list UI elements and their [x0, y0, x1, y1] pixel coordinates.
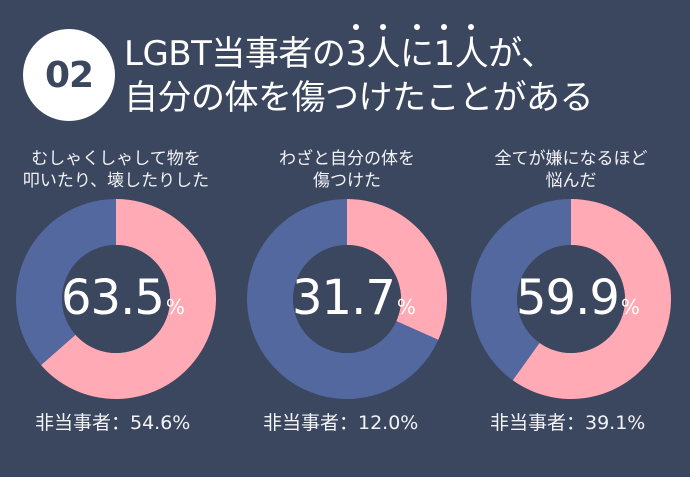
donut-center-value-2: 31.7% — [292, 270, 416, 334]
question-line: 全てが嫌になるほど — [494, 149, 648, 169]
title-line-1-suffix: が、 — [488, 34, 555, 74]
donut-chart-3 — [470, 199, 671, 399]
title-emphasis-char: 人 — [454, 24, 489, 74]
question-text: わざと自分の体を 傷つけた — [232, 148, 462, 192]
value-number: 59.9 — [516, 270, 620, 326]
chart-question-3: 全てが嫌になるほど 悩んだ — [456, 148, 686, 192]
section-number-badge: 02 — [23, 29, 115, 121]
title-emphasis-char: 3 — [345, 24, 367, 74]
page-title: LGBT当事者の3人に1人が、 自分の体を傷つけたことがある — [124, 24, 594, 120]
donut-slice-remainder — [16, 199, 116, 366]
title-emphasis-char: 1 — [433, 24, 455, 74]
value-unit: % — [165, 295, 185, 319]
title-emphasis-char: 人 — [366, 24, 401, 74]
non-lgbt-comparison-2: 非当事者：12.0% — [263, 412, 419, 434]
question-line: 悩んだ — [545, 171, 597, 191]
non-lgbt-comparison-3: 非当事者：39.1% — [490, 412, 646, 434]
donut-slice-primary — [347, 199, 447, 340]
value-unit: % — [620, 295, 640, 319]
title-line-2: 自分の体を傷つけたことがある — [124, 78, 594, 118]
value-unit: % — [396, 295, 416, 319]
question-line: わざと自分の体を — [279, 149, 415, 169]
value-number: 63.5 — [61, 270, 165, 326]
section-number: 02 — [44, 54, 94, 96]
donut-center-value-1: 63.5% — [61, 270, 185, 334]
title-line-1: LGBT当事者の3人に1人が、 — [124, 24, 593, 76]
title-line-1-prefix: LGBT当事者の — [124, 34, 346, 74]
chart-question-2: わざと自分の体を 傷つけた — [232, 148, 462, 192]
donut-slice-remainder — [246, 199, 439, 399]
donut-slice-remainder — [470, 199, 571, 381]
donut-chart-1 — [16, 199, 216, 400]
donut-center-value-3: 59.9% — [516, 270, 640, 334]
donut-hole — [517, 245, 625, 353]
question-line: むしゃくしゃして物を — [31, 149, 201, 169]
question-text: むしゃくしゃして物を 叩いたり、壊したりした — [1, 148, 231, 192]
question-text: 全てが嫌になるほど 悩んだ — [456, 148, 686, 192]
donut-slice-primary — [512, 199, 671, 399]
donut-chart-2 — [246, 199, 447, 399]
non-lgbt-comparison-1: 非当事者：54.6% — [35, 412, 191, 434]
title-emphasis-char: に — [400, 24, 434, 74]
donut-slice-primary — [40, 199, 216, 400]
value-number: 31.7 — [292, 270, 396, 326]
donut-hole — [293, 245, 401, 353]
question-line: 傷つけた — [313, 171, 381, 191]
question-line: 叩いたり、壊したりした — [22, 171, 210, 191]
chart-question-1: むしゃくしゃして物を 叩いたり、壊したりした — [1, 148, 231, 192]
donut-hole — [62, 245, 170, 353]
